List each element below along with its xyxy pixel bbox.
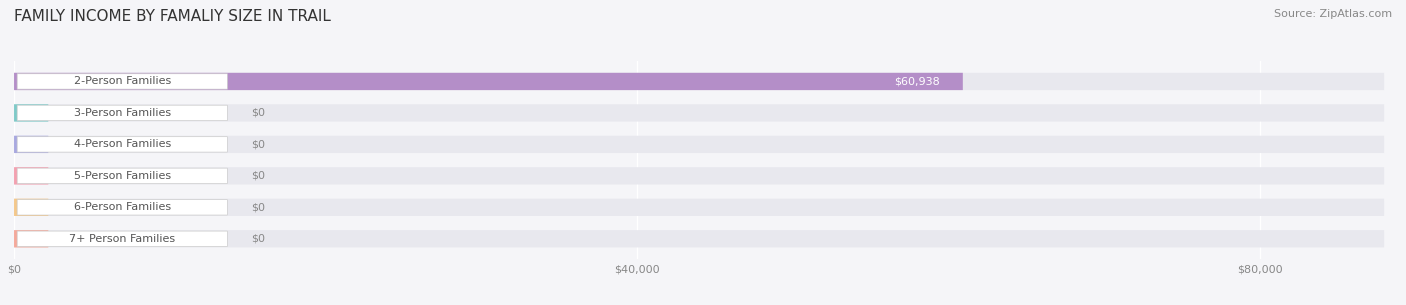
FancyBboxPatch shape [17, 168, 228, 184]
Text: 7+ Person Families: 7+ Person Families [69, 234, 176, 244]
FancyBboxPatch shape [14, 167, 48, 185]
FancyBboxPatch shape [14, 167, 1384, 185]
Text: 4-Person Families: 4-Person Families [73, 139, 172, 149]
FancyBboxPatch shape [14, 104, 48, 122]
Text: $0: $0 [250, 234, 264, 244]
FancyBboxPatch shape [14, 230, 48, 247]
Text: $0: $0 [250, 171, 264, 181]
FancyBboxPatch shape [14, 230, 1384, 247]
FancyBboxPatch shape [17, 137, 228, 152]
Text: $0: $0 [250, 139, 264, 149]
FancyBboxPatch shape [17, 105, 228, 121]
FancyBboxPatch shape [17, 74, 228, 89]
FancyBboxPatch shape [14, 199, 1384, 216]
Text: Source: ZipAtlas.com: Source: ZipAtlas.com [1274, 9, 1392, 19]
Text: $0: $0 [250, 202, 264, 212]
FancyBboxPatch shape [17, 199, 228, 215]
Text: 5-Person Families: 5-Person Families [73, 171, 170, 181]
Text: 3-Person Families: 3-Person Families [73, 108, 170, 118]
FancyBboxPatch shape [17, 231, 228, 246]
FancyBboxPatch shape [14, 73, 963, 90]
Text: $60,938: $60,938 [894, 77, 939, 86]
Text: $0: $0 [250, 108, 264, 118]
FancyBboxPatch shape [14, 73, 1384, 90]
Text: FAMILY INCOME BY FAMALIY SIZE IN TRAIL: FAMILY INCOME BY FAMALIY SIZE IN TRAIL [14, 9, 330, 24]
FancyBboxPatch shape [14, 136, 48, 153]
FancyBboxPatch shape [14, 136, 1384, 153]
FancyBboxPatch shape [14, 199, 48, 216]
FancyBboxPatch shape [14, 104, 1384, 122]
Text: 2-Person Families: 2-Person Families [73, 77, 172, 86]
Text: 6-Person Families: 6-Person Families [73, 202, 170, 212]
